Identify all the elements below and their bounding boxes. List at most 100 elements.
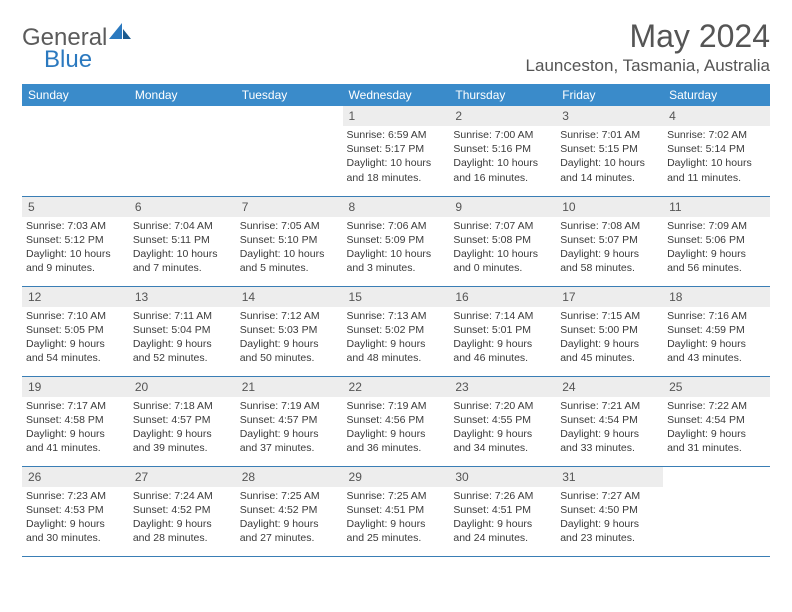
calendar-day-cell: 4Sunrise: 7:02 AMSunset: 5:14 PMDaylight… [663, 106, 770, 196]
month-title: May 2024 [526, 18, 770, 55]
calendar-day-cell: 8Sunrise: 7:06 AMSunset: 5:09 PMDaylight… [343, 196, 450, 286]
day-number: 7 [236, 197, 343, 217]
calendar-table: SundayMondayTuesdayWednesdayThursdayFrid… [22, 84, 770, 557]
day-content: Sunrise: 7:22 AMSunset: 4:54 PMDaylight:… [663, 397, 770, 460]
day-number: 13 [129, 287, 236, 307]
day-content: Sunrise: 7:23 AMSunset: 4:53 PMDaylight:… [22, 487, 129, 550]
calendar-day-cell: 16Sunrise: 7:14 AMSunset: 5:01 PMDayligh… [449, 286, 556, 376]
day-number: 14 [236, 287, 343, 307]
day-content: Sunrise: 7:16 AMSunset: 4:59 PMDaylight:… [663, 307, 770, 370]
day-number: 30 [449, 467, 556, 487]
day-content: Sunrise: 7:27 AMSunset: 4:50 PMDaylight:… [556, 487, 663, 550]
calendar-day-cell: 5Sunrise: 7:03 AMSunset: 5:12 PMDaylight… [22, 196, 129, 286]
day-content: Sunrise: 7:08 AMSunset: 5:07 PMDaylight:… [556, 217, 663, 280]
day-number: 27 [129, 467, 236, 487]
calendar-week-row: 26Sunrise: 7:23 AMSunset: 4:53 PMDayligh… [22, 466, 770, 556]
calendar-week-row: 12Sunrise: 7:10 AMSunset: 5:05 PMDayligh… [22, 286, 770, 376]
day-number: 31 [556, 467, 663, 487]
day-number: 3 [556, 106, 663, 126]
day-content: Sunrise: 7:10 AMSunset: 5:05 PMDaylight:… [22, 307, 129, 370]
calendar-week-row: 5Sunrise: 7:03 AMSunset: 5:12 PMDaylight… [22, 196, 770, 286]
calendar-day-cell: 17Sunrise: 7:15 AMSunset: 5:00 PMDayligh… [556, 286, 663, 376]
day-number-empty [22, 106, 129, 126]
day-content: Sunrise: 7:24 AMSunset: 4:52 PMDaylight:… [129, 487, 236, 550]
day-content: Sunrise: 7:06 AMSunset: 5:09 PMDaylight:… [343, 217, 450, 280]
day-number: 24 [556, 377, 663, 397]
calendar-day-cell [663, 466, 770, 556]
weekday-header-row: SundayMondayTuesdayWednesdayThursdayFrid… [22, 84, 770, 106]
day-content: Sunrise: 7:11 AMSunset: 5:04 PMDaylight:… [129, 307, 236, 370]
day-content: Sunrise: 7:17 AMSunset: 4:58 PMDaylight:… [22, 397, 129, 460]
calendar-day-cell: 11Sunrise: 7:09 AMSunset: 5:06 PMDayligh… [663, 196, 770, 286]
day-number-empty [236, 106, 343, 126]
day-number: 20 [129, 377, 236, 397]
calendar-day-cell: 26Sunrise: 7:23 AMSunset: 4:53 PMDayligh… [22, 466, 129, 556]
day-content: Sunrise: 7:13 AMSunset: 5:02 PMDaylight:… [343, 307, 450, 370]
calendar-day-cell: 24Sunrise: 7:21 AMSunset: 4:54 PMDayligh… [556, 376, 663, 466]
day-content: Sunrise: 7:04 AMSunset: 5:11 PMDaylight:… [129, 217, 236, 280]
logo-text-blue: Blue [44, 46, 92, 74]
day-number: 10 [556, 197, 663, 217]
day-number: 28 [236, 467, 343, 487]
weekday-header: Tuesday [236, 84, 343, 106]
calendar-day-cell [236, 106, 343, 196]
day-content: Sunrise: 7:18 AMSunset: 4:57 PMDaylight:… [129, 397, 236, 460]
day-content: Sunrise: 7:03 AMSunset: 5:12 PMDaylight:… [22, 217, 129, 280]
header: GeneralBlue May 2024 Launceston, Tasmani… [22, 18, 770, 76]
day-number: 21 [236, 377, 343, 397]
day-content: Sunrise: 7:07 AMSunset: 5:08 PMDaylight:… [449, 217, 556, 280]
day-number: 11 [663, 197, 770, 217]
day-number: 8 [343, 197, 450, 217]
calendar-day-cell: 12Sunrise: 7:10 AMSunset: 5:05 PMDayligh… [22, 286, 129, 376]
calendar-day-cell: 1Sunrise: 6:59 AMSunset: 5:17 PMDaylight… [343, 106, 450, 196]
day-content: Sunrise: 7:12 AMSunset: 5:03 PMDaylight:… [236, 307, 343, 370]
calendar-day-cell [22, 106, 129, 196]
calendar-day-cell: 27Sunrise: 7:24 AMSunset: 4:52 PMDayligh… [129, 466, 236, 556]
day-number: 23 [449, 377, 556, 397]
weekday-header: Sunday [22, 84, 129, 106]
day-number: 9 [449, 197, 556, 217]
calendar-day-cell: 15Sunrise: 7:13 AMSunset: 5:02 PMDayligh… [343, 286, 450, 376]
calendar-day-cell: 2Sunrise: 7:00 AMSunset: 5:16 PMDaylight… [449, 106, 556, 196]
calendar-day-cell: 20Sunrise: 7:18 AMSunset: 4:57 PMDayligh… [129, 376, 236, 466]
calendar-day-cell: 3Sunrise: 7:01 AMSunset: 5:15 PMDaylight… [556, 106, 663, 196]
day-number: 25 [663, 377, 770, 397]
calendar-day-cell: 22Sunrise: 7:19 AMSunset: 4:56 PMDayligh… [343, 376, 450, 466]
day-content: Sunrise: 7:14 AMSunset: 5:01 PMDaylight:… [449, 307, 556, 370]
calendar-day-cell: 21Sunrise: 7:19 AMSunset: 4:57 PMDayligh… [236, 376, 343, 466]
calendar-day-cell: 9Sunrise: 7:07 AMSunset: 5:08 PMDaylight… [449, 196, 556, 286]
logo: GeneralBlue [22, 24, 131, 74]
calendar-day-cell: 31Sunrise: 7:27 AMSunset: 4:50 PMDayligh… [556, 466, 663, 556]
day-content: Sunrise: 7:02 AMSunset: 5:14 PMDaylight:… [663, 126, 770, 189]
day-content: Sunrise: 7:21 AMSunset: 4:54 PMDaylight:… [556, 397, 663, 460]
calendar-day-cell: 29Sunrise: 7:25 AMSunset: 4:51 PMDayligh… [343, 466, 450, 556]
location: Launceston, Tasmania, Australia [526, 56, 770, 76]
day-content: Sunrise: 7:05 AMSunset: 5:10 PMDaylight:… [236, 217, 343, 280]
logo-sail-icon [109, 23, 131, 46]
title-block: May 2024 Launceston, Tasmania, Australia [526, 18, 770, 76]
day-content: Sunrise: 7:09 AMSunset: 5:06 PMDaylight:… [663, 217, 770, 280]
day-number: 16 [449, 287, 556, 307]
day-number: 17 [556, 287, 663, 307]
calendar-day-cell: 23Sunrise: 7:20 AMSunset: 4:55 PMDayligh… [449, 376, 556, 466]
day-content: Sunrise: 6:59 AMSunset: 5:17 PMDaylight:… [343, 126, 450, 189]
calendar-day-cell: 19Sunrise: 7:17 AMSunset: 4:58 PMDayligh… [22, 376, 129, 466]
calendar-day-cell: 30Sunrise: 7:26 AMSunset: 4:51 PMDayligh… [449, 466, 556, 556]
calendar-week-row: 19Sunrise: 7:17 AMSunset: 4:58 PMDayligh… [22, 376, 770, 466]
day-content: Sunrise: 7:19 AMSunset: 4:57 PMDaylight:… [236, 397, 343, 460]
day-number: 18 [663, 287, 770, 307]
calendar-day-cell: 10Sunrise: 7:08 AMSunset: 5:07 PMDayligh… [556, 196, 663, 286]
day-number-empty [663, 467, 770, 487]
day-number: 4 [663, 106, 770, 126]
calendar-week-row: 1Sunrise: 6:59 AMSunset: 5:17 PMDaylight… [22, 106, 770, 196]
weekday-header: Friday [556, 84, 663, 106]
day-number: 15 [343, 287, 450, 307]
day-content: Sunrise: 7:00 AMSunset: 5:16 PMDaylight:… [449, 126, 556, 189]
day-content: Sunrise: 7:19 AMSunset: 4:56 PMDaylight:… [343, 397, 450, 460]
calendar-day-cell: 25Sunrise: 7:22 AMSunset: 4:54 PMDayligh… [663, 376, 770, 466]
day-number: 29 [343, 467, 450, 487]
calendar-day-cell: 18Sunrise: 7:16 AMSunset: 4:59 PMDayligh… [663, 286, 770, 376]
day-content: Sunrise: 7:25 AMSunset: 4:51 PMDaylight:… [343, 487, 450, 550]
day-content: Sunrise: 7:20 AMSunset: 4:55 PMDaylight:… [449, 397, 556, 460]
calendar-body: 1Sunrise: 6:59 AMSunset: 5:17 PMDaylight… [22, 106, 770, 556]
